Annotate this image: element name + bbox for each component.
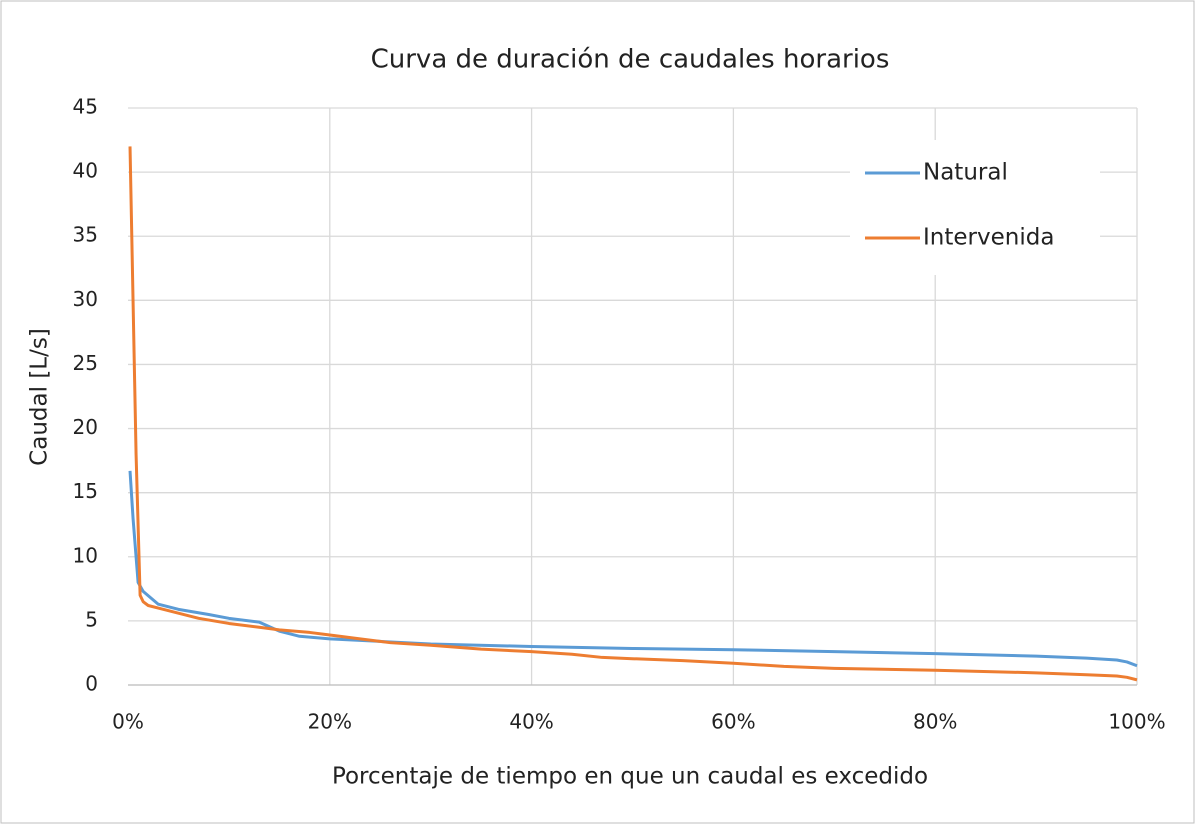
- x-axis-label: Porcentaje de tiempo en que un caudal es…: [332, 764, 928, 790]
- y-tick-label: 45: [73, 95, 98, 119]
- legend-label: Intervenida: [923, 225, 1054, 251]
- legend-label: Natural: [923, 160, 1008, 186]
- y-tick-label: 25: [73, 351, 98, 375]
- series-line: [128, 146, 1138, 682]
- y-tick-label: 30: [73, 287, 98, 311]
- x-tick-label: 80%: [913, 710, 957, 734]
- y-tick-label: 10: [73, 543, 98, 567]
- y-tick-label: 40: [73, 159, 98, 183]
- x-tick-label: 100%: [1108, 710, 1165, 734]
- x-tick-label: 20%: [308, 710, 352, 734]
- y-tick-label: 20: [73, 415, 98, 439]
- x-tick-label: 40%: [509, 710, 553, 734]
- y-tick-label: 15: [73, 479, 98, 503]
- x-tick-label: 60%: [711, 710, 755, 734]
- series-line: [128, 470, 1138, 668]
- chart-title: Curva de duración de caudales horarios: [371, 45, 890, 75]
- y-axis-label: Caudal [L/s]: [27, 328, 53, 466]
- y-tick-label: 5: [85, 607, 98, 631]
- x-tick-label: 0%: [112, 710, 144, 734]
- y-tick-label: 35: [73, 223, 98, 247]
- y-tick-label: 0: [85, 672, 98, 696]
- legend-box: [850, 140, 1100, 275]
